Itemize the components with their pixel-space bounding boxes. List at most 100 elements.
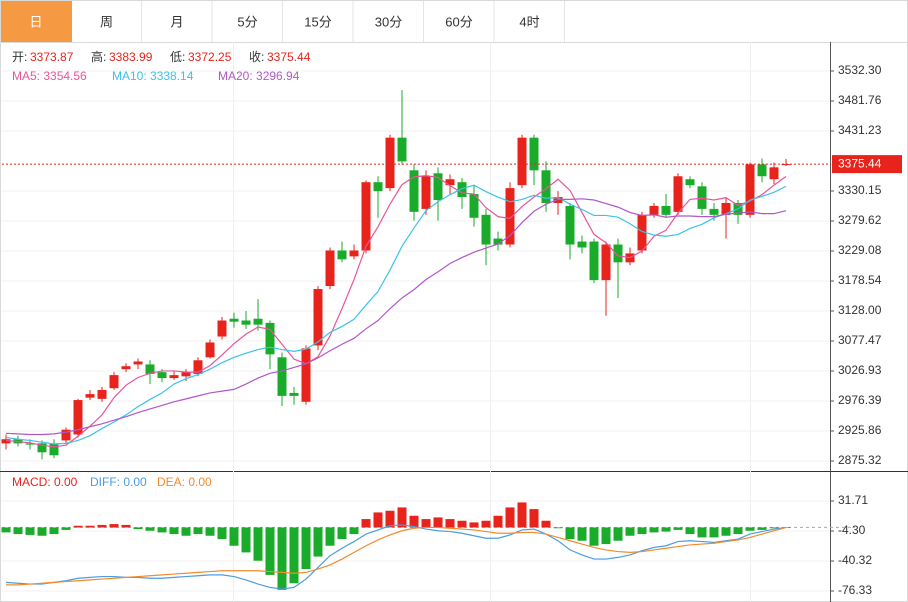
macd-bar <box>337 527 347 540</box>
macd-bar <box>181 527 191 536</box>
candle-body <box>241 320 251 325</box>
candle-body <box>133 361 143 365</box>
macd-legend: MACD: 0.00 <box>12 475 78 489</box>
header-label: 收: <box>249 50 264 64</box>
macd-bar <box>517 502 527 528</box>
macd-bar <box>1 527 11 533</box>
macd-bar <box>277 527 287 590</box>
candle-body <box>169 375 179 379</box>
y-tick-label: -40.32 <box>838 553 872 567</box>
macd-bar <box>589 527 599 546</box>
tab[interactable]: 4时 <box>519 14 539 29</box>
macd-bar <box>49 527 59 535</box>
macd-bar <box>553 527 563 529</box>
tab[interactable]: 30分 <box>375 14 402 29</box>
y-tick-label: 3330.15 <box>838 183 882 197</box>
macd-bar <box>97 524 107 528</box>
candle-body <box>565 205 575 245</box>
macd-bar <box>577 527 587 541</box>
candle-body <box>337 250 347 260</box>
macd-bar <box>685 527 695 535</box>
macd-bar <box>373 512 383 528</box>
ma-legend: MA5: 3354.56 <box>12 69 87 83</box>
candle-body <box>385 137 395 189</box>
candle-body <box>373 182 383 192</box>
macd-bar <box>325 527 335 546</box>
candle-body <box>229 318 239 322</box>
macd-bar <box>61 527 71 530</box>
macd-bar <box>169 527 179 535</box>
candle-body <box>37 443 47 453</box>
tab[interactable]: 15分 <box>304 14 331 29</box>
header-value: 3373.87 <box>30 50 74 64</box>
candle-body <box>25 443 35 445</box>
macd-bar <box>229 527 239 546</box>
macd-bar <box>493 515 503 528</box>
candle-body <box>1 439 11 444</box>
candle-body <box>121 366 131 370</box>
macd-bar <box>649 527 659 533</box>
candle-body <box>505 188 515 245</box>
candle-body <box>145 364 155 374</box>
candle-body <box>541 170 551 203</box>
indicator-line <box>6 526 787 586</box>
tab[interactable]: 周 <box>100 14 113 29</box>
tab[interactable]: 60分 <box>445 14 472 29</box>
candle-body <box>361 182 371 251</box>
header-label: 高: <box>91 49 106 64</box>
macd-bar <box>601 527 611 545</box>
candle-body <box>721 202 731 215</box>
macd-bar <box>457 520 467 528</box>
candle-body <box>757 164 767 177</box>
candle-body <box>157 372 167 379</box>
macd-bar <box>241 527 251 553</box>
candle-body <box>589 241 599 281</box>
macd-bar <box>673 527 683 530</box>
macd-bar <box>445 519 455 528</box>
y-tick-label: 2925.86 <box>838 423 882 437</box>
candle-body <box>277 357 287 396</box>
candle-body <box>673 176 683 212</box>
macd-bar <box>145 527 155 531</box>
candle-body <box>109 375 119 389</box>
macd-bar <box>721 527 731 536</box>
candle-body <box>577 241 587 248</box>
candle-body <box>73 400 83 435</box>
tab-active <box>1 1 72 42</box>
candle-body <box>493 238 503 245</box>
y-tick-label: 3532.30 <box>838 63 882 77</box>
tab[interactable]: 5分 <box>237 14 257 29</box>
candle-body <box>301 348 311 402</box>
candle-body <box>85 394 95 398</box>
macd-bar <box>121 524 131 528</box>
header-label: 低: <box>170 50 185 64</box>
macd-bar <box>565 527 575 540</box>
macd-bar <box>757 527 767 530</box>
tab[interactable]: 月 <box>170 14 183 29</box>
candle-body <box>193 360 203 374</box>
candle-body <box>517 137 527 186</box>
macd-bar <box>13 527 23 535</box>
y-tick-label: 3481.76 <box>838 93 882 107</box>
candle-body <box>325 250 335 287</box>
y-tick-label: 31.71 <box>838 493 868 507</box>
macd-bar <box>697 527 707 538</box>
y-tick-label: 3229.08 <box>838 243 882 257</box>
y-tick-label: -4.30 <box>838 523 866 537</box>
y-tick-label: 2875.32 <box>838 453 882 467</box>
macd-bar <box>613 527 623 541</box>
macd-bar <box>193 527 203 535</box>
macd-bar <box>301 527 311 570</box>
indicator-line <box>5 198 787 436</box>
header-value: 3375.44 <box>267 50 311 64</box>
header-value: 3383.99 <box>109 50 153 64</box>
macd-bar <box>625 527 635 536</box>
macd-bar <box>265 527 275 575</box>
macd-legend: DEA: 0.00 <box>157 475 212 489</box>
macd-bar <box>289 527 299 584</box>
candle-body <box>97 389 107 399</box>
candle-body <box>289 392 299 396</box>
tab[interactable]: 日 <box>29 14 42 29</box>
